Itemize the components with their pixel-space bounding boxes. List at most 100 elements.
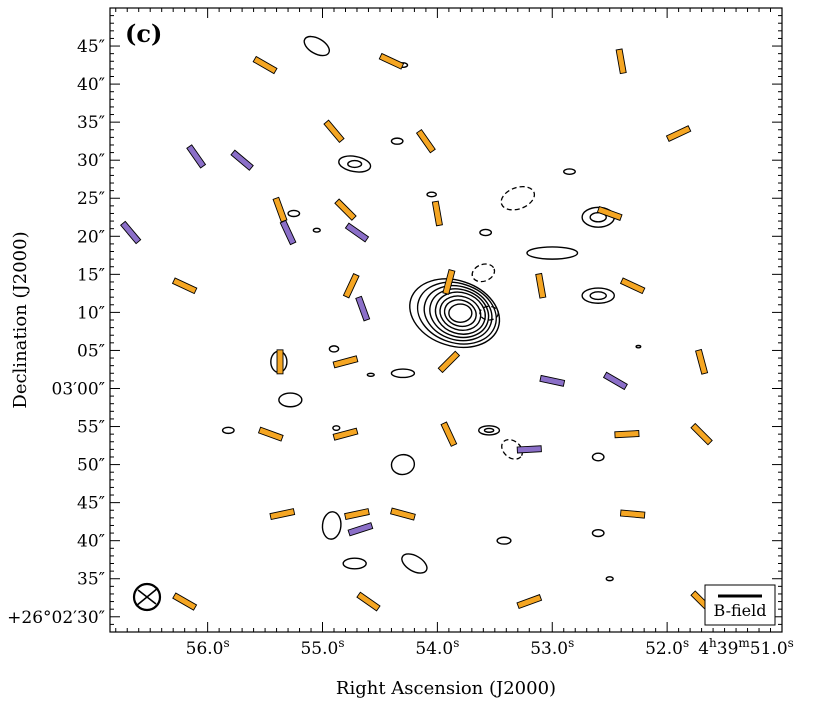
x-tick-label: 54.0s xyxy=(415,636,459,659)
y-tick-label: 45″ xyxy=(77,494,105,514)
bfield-vector-orange xyxy=(614,430,640,439)
contour-line xyxy=(591,452,605,462)
bfield-vector-purple xyxy=(344,222,370,243)
negative-contour xyxy=(501,438,524,460)
bfield-vectors xyxy=(120,48,713,613)
contour-line xyxy=(426,191,437,198)
y-tick-label: 15″ xyxy=(77,265,105,285)
bfield-vector-orange xyxy=(431,200,443,227)
bfield-vector-purple xyxy=(355,295,371,322)
x-tick-label: 55.0s xyxy=(300,636,344,659)
contour-line xyxy=(401,553,428,574)
negative-contour xyxy=(500,185,536,211)
contour-line xyxy=(439,295,482,332)
y-tick-label: 35″ xyxy=(77,113,105,133)
plot-frame xyxy=(109,7,783,633)
bfield-vector-orange xyxy=(690,422,713,446)
x-tick-label: 56.0s xyxy=(186,636,230,659)
y-tick-label: 50″ xyxy=(77,456,105,476)
bfield-vector-orange xyxy=(342,273,360,299)
x-axis-title: Right Ascension (J2000) xyxy=(336,678,556,699)
bfield-vector-orange xyxy=(334,198,357,221)
bfield-vector-orange xyxy=(272,196,288,223)
contour-line xyxy=(287,209,301,218)
y-tick-label: 45″ xyxy=(77,37,105,57)
y-tick-label: 40″ xyxy=(77,75,105,95)
contour-line xyxy=(589,291,607,301)
bfield-vector-orange xyxy=(378,52,405,70)
bfield-vector-orange xyxy=(390,507,416,521)
frame-and-ticks xyxy=(109,7,783,633)
contour-line xyxy=(278,392,303,408)
contour-line xyxy=(635,344,642,349)
contour-line xyxy=(312,227,321,233)
y-tick-label: 03′00″ xyxy=(52,379,105,399)
contour-line xyxy=(221,426,235,435)
bfield-vector-purple xyxy=(347,522,374,537)
contour-line xyxy=(390,368,416,379)
negative-contour xyxy=(471,263,496,283)
x-tick-label: 4h39m51.0s xyxy=(698,636,794,659)
bfield-vector-orange xyxy=(276,349,284,375)
y-tick-label: 35″ xyxy=(77,570,105,590)
bfield-vector-orange xyxy=(619,277,646,295)
bfield-vector-orange xyxy=(172,592,198,611)
x-tick-label: 52.0s xyxy=(645,636,689,659)
contour-line xyxy=(483,427,495,433)
y-tick-label: 05″ xyxy=(77,341,105,361)
y-tick-label: 30″ xyxy=(77,151,105,171)
bfield-vector-orange xyxy=(252,55,278,75)
beam-ellipse xyxy=(132,582,162,612)
bfield-vector-orange xyxy=(269,508,296,521)
legend: B-field xyxy=(704,584,776,626)
bfield-vector-orange xyxy=(344,508,370,521)
contour-line xyxy=(347,159,363,169)
bfield-vector-purple xyxy=(516,445,542,454)
contour-line xyxy=(581,287,615,304)
bfield-vector-orange xyxy=(596,205,623,221)
contour-line xyxy=(321,511,342,540)
bfield-vector-orange xyxy=(437,350,461,374)
legend-box xyxy=(704,584,776,626)
contour-line xyxy=(409,278,501,349)
x-tick-label: 53.0s xyxy=(530,636,574,659)
contour-line xyxy=(429,288,490,339)
contour-line xyxy=(443,299,477,328)
y-tick-label: 25″ xyxy=(77,189,105,209)
contour-line xyxy=(390,137,404,145)
bfield-vector-orange xyxy=(257,426,284,442)
legend-label: B-field xyxy=(714,601,767,620)
bfield-vector-orange xyxy=(415,128,436,154)
bfield-vector-orange xyxy=(332,355,359,369)
bfield-vector-orange xyxy=(516,594,543,610)
bfield-vector-orange xyxy=(440,421,458,447)
bfield-vector-orange xyxy=(323,119,345,144)
tick-labels: 56.0s 55.0s 54.0s 53.0s 52.0s 4h39m51.0s 45″ 40… xyxy=(7,37,794,659)
bfield-vector-purple xyxy=(279,219,297,246)
contour-line xyxy=(496,536,512,545)
bfield-vector-orange xyxy=(442,269,456,295)
contour-line xyxy=(526,246,579,260)
contour-line xyxy=(563,168,576,175)
bfield-vector-orange xyxy=(665,125,692,142)
y-tick-label: 55″ xyxy=(77,418,105,438)
bfield-vector-orange xyxy=(615,48,627,75)
bfield-vector-orange xyxy=(619,509,646,519)
contour-line xyxy=(366,372,375,378)
y-tick-label: 20″ xyxy=(77,227,105,247)
contour-line xyxy=(328,345,340,353)
bfield-vector-purple xyxy=(186,144,207,169)
negative-contour xyxy=(479,305,499,321)
contour-line xyxy=(338,155,372,173)
bfield-vector-orange xyxy=(356,591,381,612)
contour-line xyxy=(416,281,497,345)
bfield-vector-purple xyxy=(539,374,566,387)
contour-line xyxy=(332,425,341,432)
contour-line xyxy=(434,291,486,335)
bfield-vector-purple xyxy=(230,149,254,171)
bfield-vector-orange xyxy=(695,348,709,375)
contour-line xyxy=(423,284,493,342)
beam-hatch-2 xyxy=(137,589,157,605)
contour-line xyxy=(303,35,330,57)
